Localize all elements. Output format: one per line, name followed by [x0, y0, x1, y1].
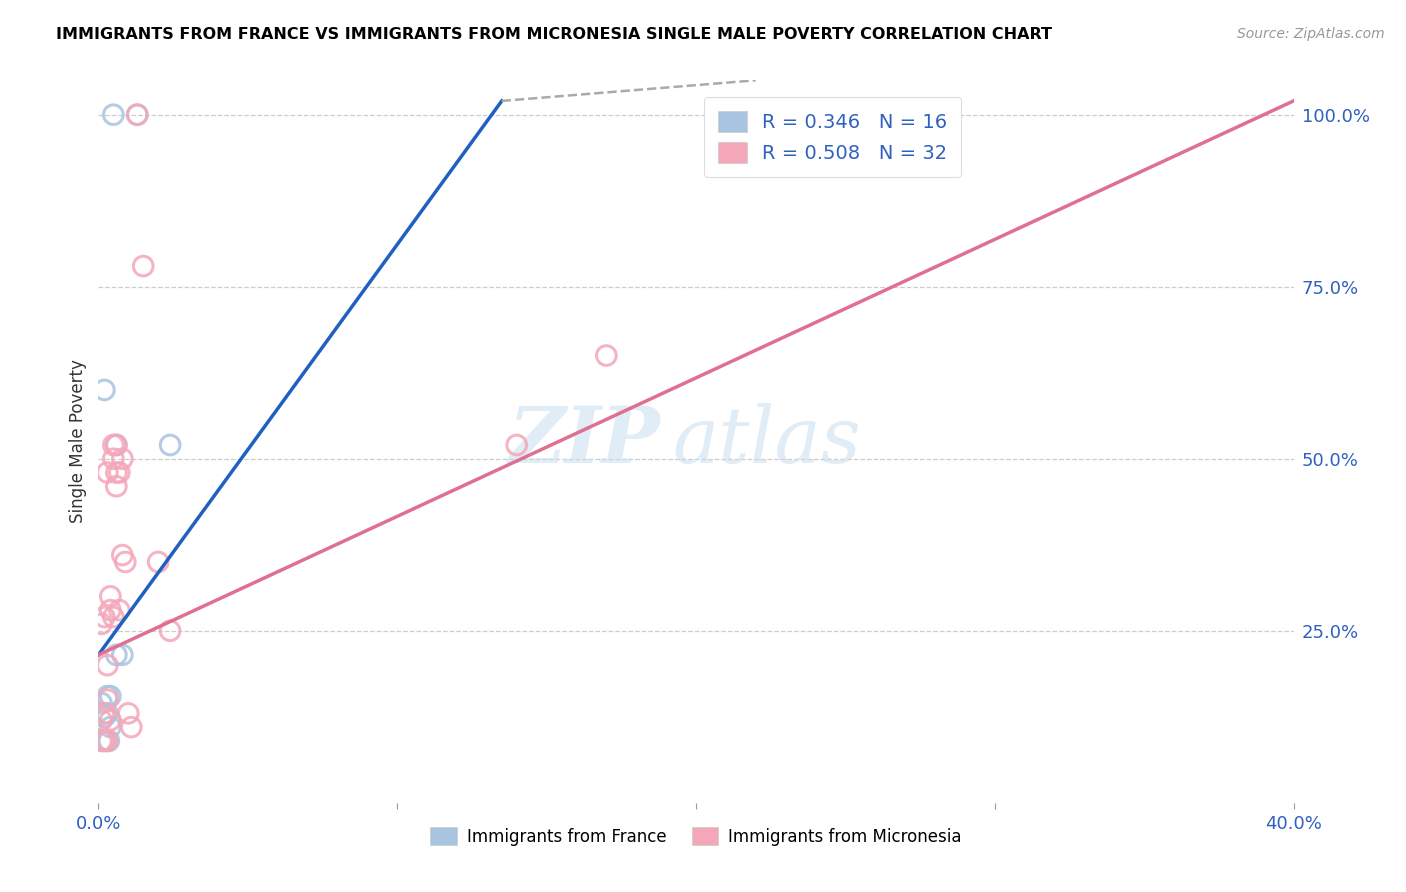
Point — [111, 548, 134, 562]
Point — [90, 696, 112, 710]
Point — [111, 648, 134, 662]
Point — [94, 734, 117, 748]
Point — [159, 438, 181, 452]
Point — [103, 451, 125, 466]
Point — [98, 713, 122, 727]
Point — [117, 706, 139, 721]
Point — [96, 658, 118, 673]
Point — [127, 108, 149, 122]
Point — [105, 479, 128, 493]
Point — [93, 710, 115, 724]
Point — [506, 438, 529, 452]
Point — [98, 689, 122, 703]
Point — [103, 438, 125, 452]
Point — [120, 720, 142, 734]
Point — [90, 616, 112, 631]
Point — [111, 451, 134, 466]
Point — [93, 706, 115, 721]
Point — [103, 610, 125, 624]
Point — [96, 734, 118, 748]
Text: Source: ZipAtlas.com: Source: ZipAtlas.com — [1237, 27, 1385, 41]
Point — [96, 689, 118, 703]
Point — [105, 466, 128, 480]
Point — [98, 603, 122, 617]
Point — [159, 624, 181, 638]
Point — [97, 734, 120, 748]
Point — [98, 590, 122, 604]
Point — [91, 734, 114, 748]
Text: ZIP: ZIP — [509, 403, 661, 480]
Point — [105, 648, 128, 662]
Point — [148, 555, 170, 569]
Point — [105, 438, 128, 452]
Point — [93, 383, 115, 397]
Y-axis label: Single Male Poverty: Single Male Poverty — [69, 359, 87, 524]
Legend: Immigrants from France, Immigrants from Micronesia: Immigrants from France, Immigrants from … — [423, 821, 969, 852]
Text: atlas: atlas — [672, 403, 860, 480]
Text: IMMIGRANTS FROM FRANCE VS IMMIGRANTS FROM MICRONESIA SINGLE MALE POVERTY CORRELA: IMMIGRANTS FROM FRANCE VS IMMIGRANTS FRO… — [56, 27, 1052, 42]
Point — [595, 349, 617, 363]
Point — [96, 466, 118, 480]
Point — [108, 603, 131, 617]
Point — [93, 610, 115, 624]
Point — [96, 706, 118, 721]
Point — [96, 692, 118, 706]
Point — [90, 734, 112, 748]
Point — [132, 259, 155, 273]
Point — [127, 108, 149, 122]
Point — [108, 466, 131, 480]
Point — [93, 734, 115, 748]
Point — [90, 713, 112, 727]
Point — [98, 720, 122, 734]
Point — [105, 438, 128, 452]
Point — [103, 108, 125, 122]
Point — [114, 555, 136, 569]
